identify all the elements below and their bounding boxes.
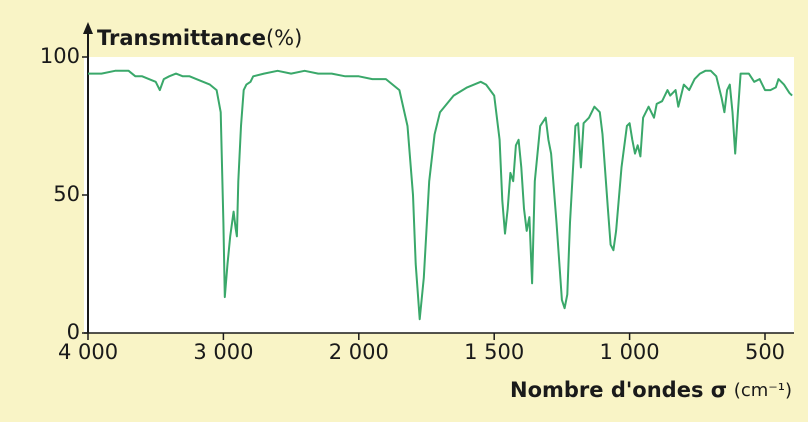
x-tick-label: 3 000: [193, 340, 253, 364]
y-tick-label: 0: [67, 320, 80, 344]
x-label: Nombre d'ondes σ: [510, 378, 727, 402]
x-axis-label: Nombre d'ondes σ (cm⁻¹): [510, 378, 792, 402]
x-tick-label: 2 000: [329, 340, 389, 364]
x-tick-label: 1 000: [600, 340, 660, 364]
y-axis-label: Transmittance(%): [97, 26, 302, 50]
plot-area: [84, 57, 794, 333]
spectrum-line: [88, 69, 793, 321]
x-tick-label: 4 000: [58, 340, 118, 364]
x-tick-label: 1 500: [464, 340, 524, 364]
y-tick-label: 100: [40, 44, 80, 68]
y-tick-label: 50: [53, 182, 80, 206]
x-tick-label: 500: [745, 340, 785, 364]
y-unit: (%): [266, 26, 302, 50]
y-label: Transmittance: [97, 26, 266, 50]
x-unit: (cm⁻¹): [734, 380, 792, 401]
y-axis-arrow: [83, 22, 93, 34]
